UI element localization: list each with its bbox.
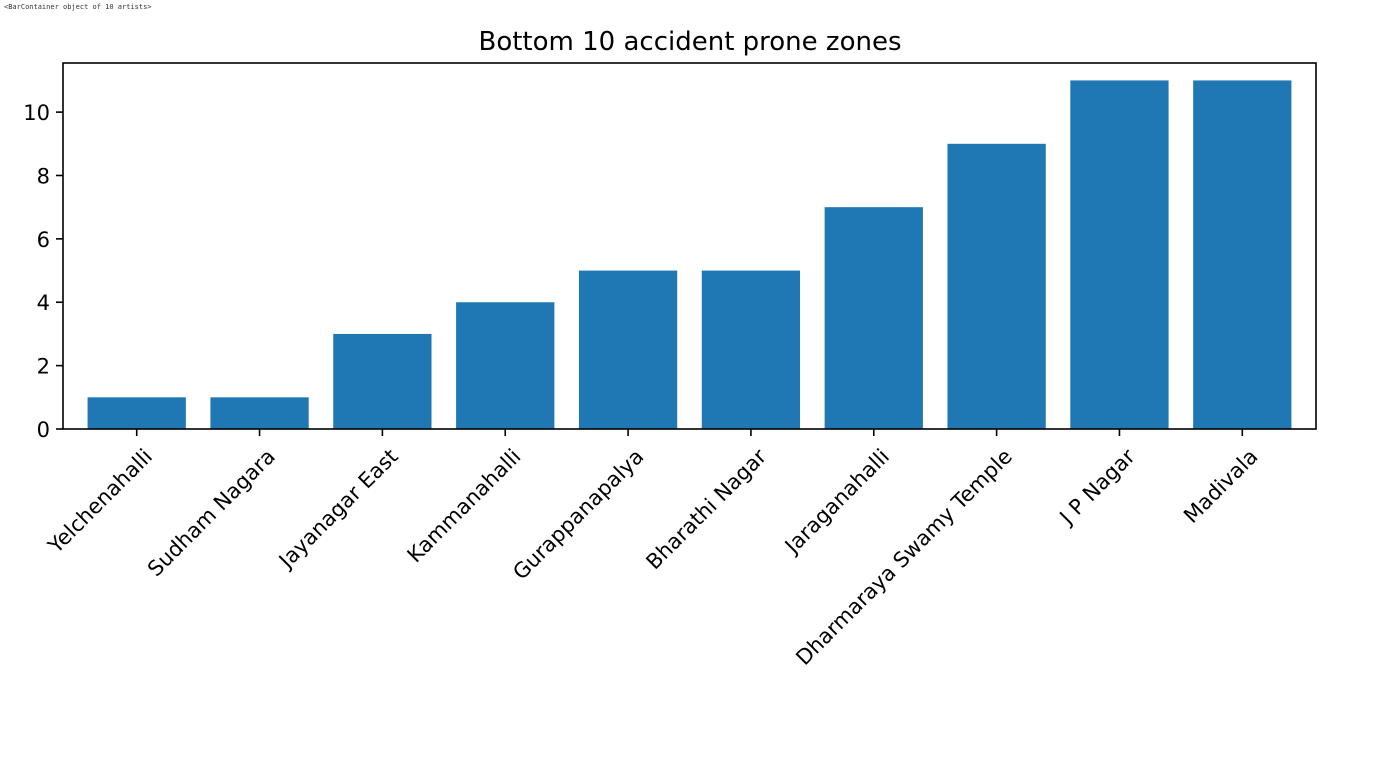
bar [333,333,432,429]
bar [701,270,801,429]
x-tick-label: Yelchenahalli [43,444,157,558]
bar [578,270,678,429]
x-tick-label: Madivala [1179,444,1263,528]
bar [824,207,923,429]
y-tick-label: 0 [37,418,50,442]
x-tick-label: Dharmaraya Swamy Temple [791,444,1017,670]
bar [1193,80,1292,430]
x-tick-label: Bharathi Nagar [641,444,771,574]
bar [87,397,186,429]
x-tick-label: J P Nagar [1054,444,1140,530]
x-tick-label: Gurappanapalya [508,444,648,584]
y-tick-label: 2 [37,355,50,379]
cell-output-text: <BarContainer object of 10 artists> [4,3,152,11]
x-tick-label: Sudham Nagara [143,444,280,581]
plot-frame [62,62,1317,430]
bar [210,397,309,429]
y-tick-label: 8 [37,164,50,188]
bar [1070,80,1169,430]
x-tick-label: Jaraganahalli [779,444,894,559]
y-axis: 0 2 4 6 8 10 [23,101,63,442]
x-tick-label: Jayanagar East [273,444,403,574]
y-tick-label: 4 [37,291,50,315]
bar [456,302,555,429]
bars-group [87,80,1292,430]
chart-title: Bottom 10 accident prone zones [478,27,901,57]
x-tick-label: Kammanahalli [403,444,526,567]
bar [947,143,1046,429]
y-tick-label: 6 [37,228,50,252]
y-tick-label: 10 [23,101,50,125]
